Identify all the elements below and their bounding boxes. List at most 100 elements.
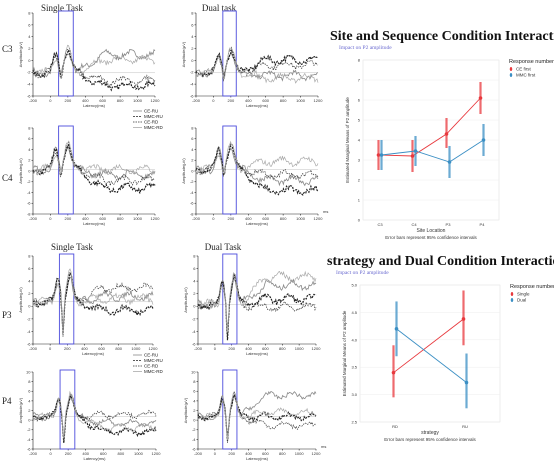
site-sequence-chart-y-tick-label: 3	[358, 158, 361, 163]
erp-x-tick-label: 800	[279, 451, 286, 456]
erp-x-tick-label: 1000	[133, 98, 143, 103]
erp-x-tick-label: 0	[49, 98, 52, 103]
erp-y-tick-label: -6	[27, 201, 31, 206]
site-sequence-chart-note: Error bars represent 95% confidence inte…	[385, 235, 477, 240]
erp-header-dual-task: Dual task	[202, 3, 237, 13]
site-sequence-chart-point	[447, 160, 452, 164]
p2-window-box	[222, 125, 237, 215]
strategy-dual-chart-subtitle: Impact on P2 amplitude	[336, 270, 389, 276]
site-sequence-chart-point	[444, 132, 449, 136]
erp-x-tick-label: 800	[280, 98, 287, 103]
erp-x-axis-label: Latency(ms)	[246, 103, 269, 108]
erp-x-tick-label: 1200	[314, 98, 324, 103]
erp-x-tick-label: 1000	[131, 346, 141, 351]
site-sequence-chart-legend-label: CE first	[516, 67, 532, 72]
erp-x-tick-label: 1200	[151, 98, 161, 103]
erp-x-tick-label: 0	[49, 451, 52, 456]
erp-panel: -200 0 200 400 600 800 1000 1200 8 6 4 2 0 -2 -4 -6 Late…	[183, 253, 321, 356]
strategy-dual-chart-point	[461, 317, 466, 321]
erp-y-tick-label: 6	[191, 136, 194, 141]
erp-x-axis-label: Latency(ms)	[82, 351, 105, 356]
erp-y-tick-label: -6	[190, 93, 194, 98]
erp-y-tick-label: 6	[193, 266, 196, 271]
erp-y-tick-label: 8	[191, 125, 194, 130]
erp-y-tick-label: 4	[191, 34, 194, 39]
site-sequence-chart-legend-dot	[509, 73, 513, 77]
erp-x-tick-label: 400	[81, 346, 88, 351]
erp-x-tick-label: 400	[82, 98, 89, 103]
erp-y-tick-label: -4	[190, 82, 194, 87]
erp-x-tick-label: 600	[262, 346, 269, 351]
erp-x-tick-label: 600	[262, 216, 269, 221]
erp-y-tick-label: -2	[27, 427, 31, 432]
erp-y-tick-label: 2	[193, 408, 196, 413]
erp-x-tick-label: 800	[117, 98, 124, 103]
erp-y-tick-label: 2	[193, 291, 196, 296]
electrode-label-c4: C4	[2, 173, 13, 183]
erp-waveform	[32, 272, 154, 337]
erp-x-tick-label: 600	[100, 451, 107, 456]
erp-y-axis-label: Amplitude(μV)	[181, 158, 186, 184]
erp-y-tick-label: 0	[193, 304, 196, 309]
erp-y-tick-label: 8	[28, 253, 31, 258]
erp-x-axis-label: Latency(ms)	[83, 456, 106, 461]
strategy-dual-chart-series-line	[396, 328, 467, 383]
erp-legend-label: MMC-RU	[144, 358, 163, 363]
erp-y-tick-label: 6	[193, 389, 196, 394]
electrode-label-p3: P3	[2, 310, 12, 320]
p2-window-box	[222, 369, 238, 450]
erp-x-tick-label: 400	[82, 451, 89, 456]
erp-y-tick-label: 0	[193, 418, 196, 423]
erp-y-tick-label: 6	[28, 389, 31, 394]
erp-y-axis-label: Amplitude(μV)	[183, 397, 188, 423]
erp-x-tick-label: -200	[29, 98, 38, 103]
strategy-dual-chart-y-tick-label: 4.5	[351, 310, 357, 315]
erp-y-tick-label: 6	[191, 22, 194, 27]
erp-x-axis-label: Latency(ms)	[83, 221, 106, 226]
erp-y-tick-label: 10	[26, 369, 31, 374]
erp-x-tick-label: 600	[99, 98, 106, 103]
site-sequence-chart-y-tick-label: 2	[358, 178, 361, 183]
erp-y-tick-label: 4	[191, 147, 194, 152]
erp-x-tick-label: 400	[245, 98, 252, 103]
erp-waveform	[32, 44, 156, 79]
site-sequence-chart-point	[478, 96, 483, 100]
strategy-dual-chart-legend-dot	[510, 292, 514, 296]
erp-y-tick-label: -2	[27, 70, 31, 75]
erp-legend-label: CE-RU	[144, 109, 158, 114]
erp-x-tick-label: 200	[228, 346, 235, 351]
strategy-dual-chart-y-tick-label: 3.5	[351, 365, 357, 370]
erp-legend-label: CE-RU	[144, 353, 158, 358]
erp-x-tick-label: 1000	[296, 98, 306, 103]
erp-waveform	[32, 394, 157, 444]
erp-x-tick-label: 1000	[295, 451, 305, 456]
site-sequence-chart-x-tick-label: P4	[480, 222, 486, 227]
erp-x-tick-label: 600	[262, 98, 269, 103]
strategy-dual-chart-legend-dot	[510, 298, 514, 302]
site-sequence-chart-series-line	[381, 139, 484, 163]
site-sequence-chart-point	[413, 149, 418, 153]
site-sequence-chart-x-tick-label: C3	[377, 222, 383, 227]
erp-x-tick-label: 0	[212, 216, 215, 221]
site-sequence-chart-legend-dot	[509, 67, 513, 71]
erp-y-tick-label: -4	[192, 329, 196, 334]
p2-window-box	[58, 125, 74, 215]
erp-legend-label: MMC-RD	[144, 369, 163, 374]
site-sequence-chart-y-tick-label: 5	[358, 118, 361, 123]
site-sequence-chart-y-tick-label: 6	[358, 98, 361, 103]
erp-y-axis-label: Amplitude(μV)	[18, 397, 23, 423]
electrode-label-c3: C3	[2, 44, 13, 54]
erp-panel: -200 0 200 400 600 800 1000 1200 10 8 6 4 2 0 -2 -4 -6 La…	[183, 369, 326, 461]
erp-y-tick-label: 8	[28, 10, 31, 15]
site-sequence-chart-x-tick-label: P3	[446, 222, 452, 227]
erp-y-tick-label: 4	[28, 279, 31, 284]
erp-waveform	[197, 272, 317, 341]
erp-y-tick-label: 2	[191, 46, 194, 51]
erp-x-tick-label: 800	[118, 451, 125, 456]
p2-window-box	[58, 10, 74, 97]
erp-y-tick-label: -8	[27, 211, 31, 216]
erp-y-tick-label: -6	[192, 446, 196, 451]
erp-ms-label: ms	[321, 444, 326, 449]
strategy-dual-chart-x-tick-label: RU	[462, 424, 468, 429]
